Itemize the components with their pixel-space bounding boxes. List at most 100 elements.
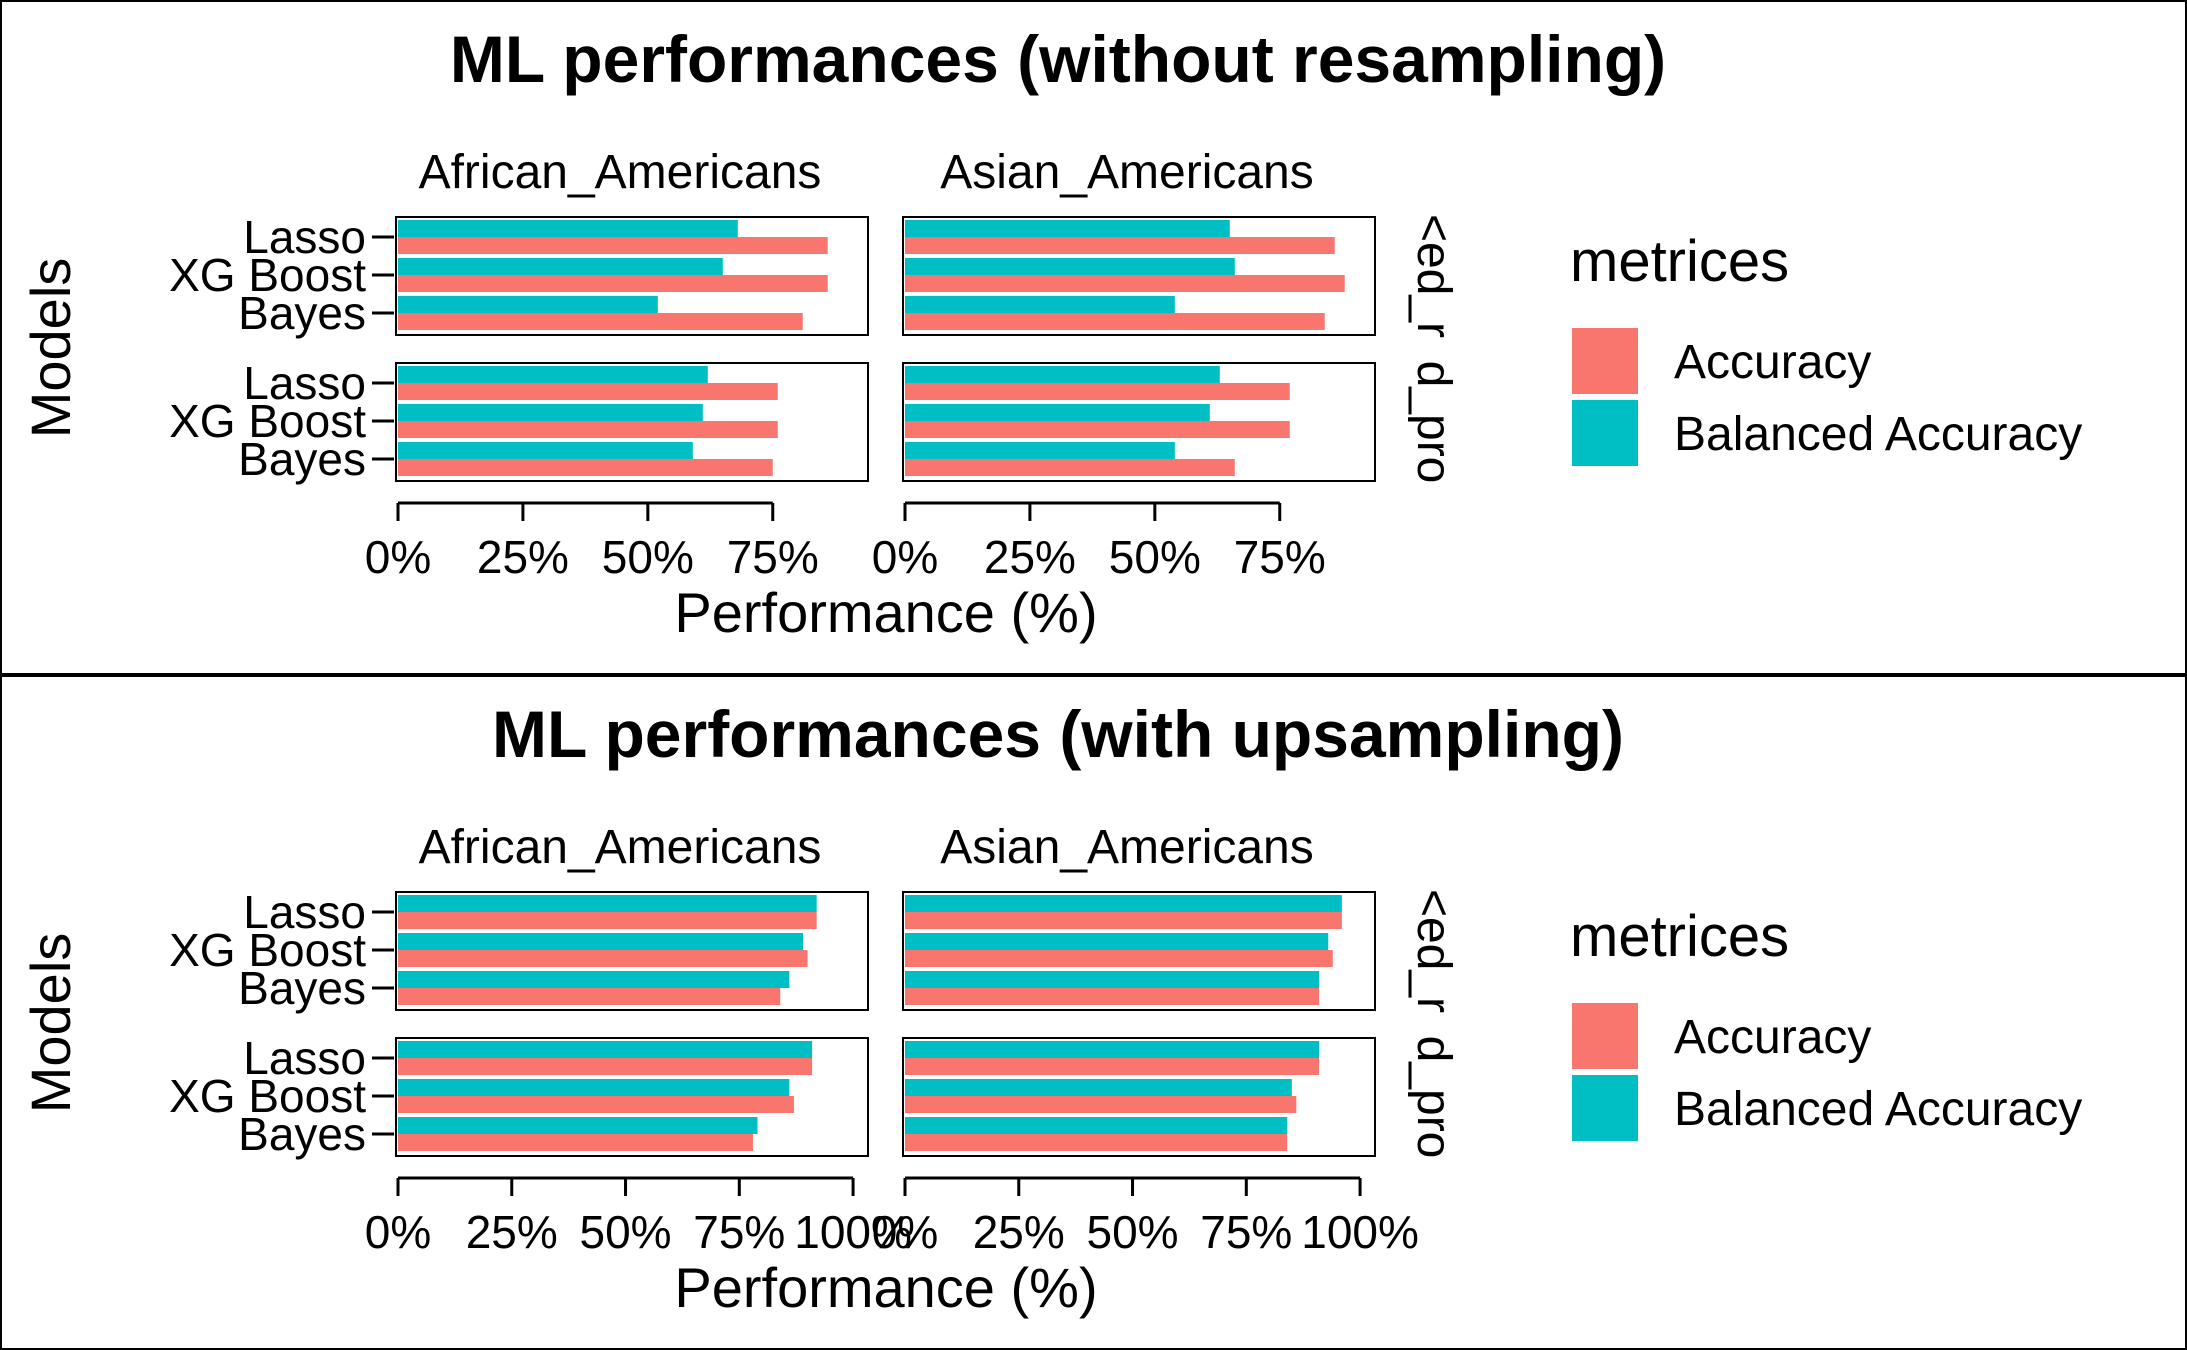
x-tick-label: 75% — [1234, 531, 1326, 583]
x-axis: 0% 25% 50% 75% 100% — [365, 1176, 912, 1258]
x-tick-label: 0% — [872, 531, 938, 583]
x-tick-label: 75% — [693, 1206, 785, 1258]
bar-accuracy-lasso — [398, 237, 828, 254]
bar-balanced-accuracy-lasso — [905, 366, 1220, 383]
bar-balanced-accuracy-bayes — [905, 296, 1175, 313]
legend-label: Balanced Accuracy — [1674, 408, 2082, 461]
y-tick-label: Lasso — [243, 1032, 366, 1084]
bar-accuracy-xg-boost — [905, 1096, 1297, 1113]
chart-with-upsampling: ML performances (with upsampling) African… — [19, 697, 2082, 1319]
y-tick-label: XG Boost — [169, 395, 366, 447]
facet-panel — [902, 891, 1376, 1011]
bar-balanced-accuracy-xg-boost — [398, 933, 804, 950]
legend-key-balanced-accuracy — [1572, 400, 1638, 466]
x-tick-label: 75% — [727, 531, 819, 583]
y-tick-label: XG Boost — [169, 1070, 366, 1122]
legend-title: metrices — [1570, 904, 1789, 969]
bar-accuracy-xg-boost — [398, 275, 828, 292]
bar-balanced-accuracy-xg-boost — [398, 258, 723, 275]
facet-strip-label: Asian_Americans — [940, 146, 1314, 199]
bar-balanced-accuracy-bayes — [398, 971, 790, 988]
bar-accuracy-lasso — [905, 1058, 1320, 1075]
bar-balanced-accuracy-xg-boost — [398, 1079, 790, 1096]
bar-balanced-accuracy-bayes — [398, 1117, 758, 1134]
facet-strip-label: African_Americans — [419, 146, 822, 199]
legend-label: Accuracy — [1674, 1011, 1871, 1064]
legend: metrices Accuracy Balanced Accuracy — [1570, 904, 2082, 1141]
chart-title: ML performances (with upsampling) — [492, 697, 1624, 771]
facet-panel — [902, 362, 1376, 482]
bar-balanced-accuracy-lasso — [398, 366, 708, 383]
bar-accuracy-xg-boost — [398, 950, 808, 967]
bar-accuracy-bayes — [905, 1134, 1288, 1151]
x-tick-label: 25% — [984, 531, 1076, 583]
x-axis: 0% 25% 50% 75% — [365, 501, 819, 583]
chart-title: ML performances (without resampling) — [450, 22, 1666, 96]
bar-accuracy-lasso — [905, 383, 1290, 400]
bar-balanced-accuracy-lasso — [398, 895, 817, 912]
legend-key-balanced-accuracy — [1572, 1075, 1638, 1141]
y-tick-label: XG Boost — [169, 249, 366, 301]
x-tick-label: 0% — [365, 531, 431, 583]
x-axis-label: Performance (%) — [674, 581, 1097, 644]
bar-balanced-accuracy-lasso — [905, 895, 1342, 912]
bar-accuracy-bayes — [398, 1134, 753, 1151]
x-axis: 0% 25% 50% 75% — [872, 501, 1326, 583]
bar-balanced-accuracy-bayes — [905, 442, 1175, 459]
facet-panel — [902, 216, 1376, 336]
bar-balanced-accuracy-lasso — [398, 220, 738, 237]
facet-strip-label: Asian_Americans — [940, 821, 1314, 874]
facet-panel — [902, 1037, 1376, 1157]
x-tick-label: 50% — [579, 1206, 671, 1258]
bar-accuracy-xg-boost — [905, 421, 1290, 438]
bar-balanced-accuracy-xg-boost — [905, 404, 1210, 421]
bar-balanced-accuracy-bayes — [398, 442, 693, 459]
x-axis-label: Performance (%) — [674, 1256, 1097, 1319]
bar-balanced-accuracy-xg-boost — [905, 1079, 1292, 1096]
y-tick-label: Lasso — [243, 357, 366, 409]
y-axis-label: Models — [19, 933, 82, 1114]
facet-row-strip-label: <ed_r — [1407, 214, 1460, 338]
bar-balanced-accuracy-lasso — [905, 220, 1230, 237]
x-tick-label: 50% — [602, 531, 694, 583]
facet-row-strip-label: d_pro — [1407, 1036, 1460, 1159]
x-tick-label: 0% — [365, 1206, 431, 1258]
bar-balanced-accuracy-bayes — [905, 971, 1320, 988]
bar-accuracy-lasso — [398, 383, 778, 400]
facet-row-strip-label: d_pro — [1407, 361, 1460, 484]
x-tick-label: 100% — [1301, 1206, 1419, 1258]
bar-accuracy-xg-boost — [398, 1096, 794, 1113]
bar-balanced-accuracy-xg-boost — [905, 258, 1235, 275]
legend-key-accuracy — [1572, 328, 1638, 394]
bar-balanced-accuracy-lasso — [905, 1041, 1320, 1058]
x-tick-label: 25% — [466, 1206, 558, 1258]
x-tick-label: 50% — [1086, 1206, 1178, 1258]
legend-title: metrices — [1570, 229, 1789, 294]
legend-label: Balanced Accuracy — [1674, 1083, 2082, 1136]
bar-balanced-accuracy-bayes — [398, 296, 658, 313]
bar-accuracy-xg-boost — [905, 950, 1333, 967]
y-tick-label: Lasso — [243, 211, 366, 263]
bar-accuracy-bayes — [398, 988, 781, 1005]
x-tick-label: 0% — [872, 1206, 938, 1258]
bar-balanced-accuracy-xg-boost — [905, 933, 1329, 950]
y-axis-label: Models — [19, 258, 82, 439]
x-tick-label: 50% — [1109, 531, 1201, 583]
y-tick-label: Bayes — [238, 962, 366, 1014]
bar-accuracy-xg-boost — [398, 421, 778, 438]
bar-balanced-accuracy-lasso — [398, 1041, 813, 1058]
x-tick-label: 100% — [794, 1206, 912, 1258]
bar-accuracy-lasso — [905, 912, 1342, 929]
bar-accuracy-xg-boost — [905, 275, 1345, 292]
bar-accuracy-lasso — [398, 1058, 813, 1075]
bar-accuracy-bayes — [905, 459, 1235, 476]
bar-accuracy-lasso — [905, 237, 1335, 254]
y-tick-label: Bayes — [238, 287, 366, 339]
x-tick-label: 25% — [477, 531, 569, 583]
legend-key-accuracy — [1572, 1003, 1638, 1069]
